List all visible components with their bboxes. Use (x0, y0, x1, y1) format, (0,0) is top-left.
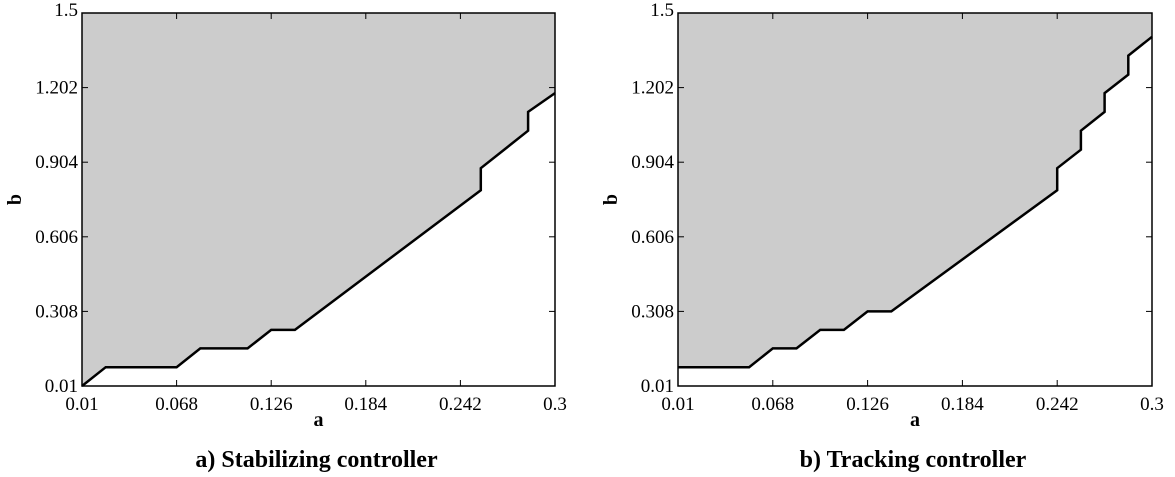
y-tick-label: 0.606 (631, 227, 674, 248)
y-tick-label: 0.904 (631, 152, 674, 173)
x-tick-label: 0.242 (439, 394, 482, 415)
x-tick-label: 0.126 (250, 394, 293, 415)
x-tick-label: 0.01 (65, 394, 98, 415)
y-axis-ticks: 0.01 0.308 0.606 0.904 1.202 1.5 (631, 0, 1152, 397)
chart-panel-tracking: 0.01 0.068 0.126 0.184 0.242 0.3 0.01 0.308 0.6… (600, 0, 1164, 473)
y-tick-label: 1.202 (631, 78, 674, 99)
y-tick-label: 0.01 (641, 376, 674, 397)
x-axis-ticks: 0.01 0.068 0.126 0.184 0.242 0.3 (65, 13, 567, 415)
x-tick-label: 0.184 (941, 394, 984, 415)
y-tick-label: 0.606 (35, 227, 78, 248)
y-tick-label: 0.308 (631, 301, 674, 322)
x-tick-label: 0.3 (1140, 394, 1164, 415)
plot-frame (677, 12, 1153, 387)
y-axis-label: b (600, 194, 622, 205)
feasible-region-area (678, 13, 1152, 368)
x-axis-ticks: 0.01 0.068 0.126 0.184 0.242 0.3 (661, 13, 1164, 415)
y-tick-label: 1.5 (54, 0, 78, 21)
plot-frame (81, 12, 556, 387)
x-tick-label: 0.126 (846, 394, 889, 415)
chart-panel-stabilizing: 0.01 0.068 0.126 0.184 0.242 0.3 0.01 0.308 0.6… (4, 0, 567, 473)
y-axis-label: b (4, 194, 26, 205)
region-boundary-line (81, 92, 556, 387)
x-axis-label: a (314, 409, 324, 431)
y-axis-ticks: 0.01 0.308 0.606 0.904 1.202 1.5 (35, 0, 555, 397)
x-tick-label: 0.242 (1036, 394, 1079, 415)
y-tick-label: 0.904 (35, 152, 78, 173)
panel-caption: a) Stabilizing controller (195, 447, 438, 473)
x-tick-label: 0.068 (155, 394, 198, 415)
x-axis-label: a (910, 409, 920, 431)
y-tick-label: 0.308 (35, 301, 78, 322)
x-tick-label: 0.068 (751, 394, 794, 415)
y-tick-label: 1.5 (650, 0, 674, 21)
x-tick-label: 0.184 (344, 394, 387, 415)
panel-caption: b) Tracking controller (800, 447, 1027, 473)
region-boundary-line (678, 35, 1153, 369)
x-tick-label: 0.01 (661, 394, 694, 415)
y-tick-label: 0.01 (45, 376, 78, 397)
feasible-region-area (82, 13, 555, 386)
y-tick-label: 1.202 (35, 78, 78, 99)
x-tick-label: 0.3 (543, 394, 567, 415)
